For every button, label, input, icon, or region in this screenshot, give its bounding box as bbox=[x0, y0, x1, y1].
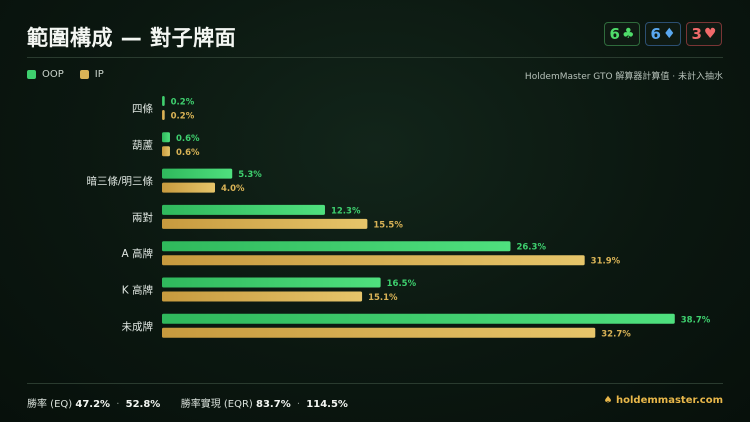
chart-legend: OOP IP bbox=[27, 69, 120, 80]
bar-ip bbox=[162, 110, 165, 120]
bar-ip bbox=[162, 182, 215, 193]
eqr-ip-value: 114.5% bbox=[306, 399, 348, 410]
category-label: 未成牌 bbox=[122, 320, 154, 333]
category-label: 葫蘆 bbox=[132, 138, 153, 151]
data-label-oop: 38.7% bbox=[681, 315, 711, 325]
bar-oop bbox=[162, 168, 233, 179]
card-rank: 6 bbox=[650, 25, 661, 43]
legend-item-oop: OOP bbox=[27, 69, 64, 80]
category-label: 暗三條/明三條 bbox=[86, 175, 153, 188]
club-icon: ♣ bbox=[621, 26, 635, 42]
category-label: 四條 bbox=[132, 102, 153, 115]
board-cards: 6 ♣ 6 ♦ 3 ♥ bbox=[604, 22, 722, 46]
eqr-oop-value: 83.7% bbox=[256, 399, 291, 410]
bar-oop bbox=[162, 313, 675, 324]
board-card-3: 3 ♥ bbox=[686, 22, 722, 46]
eq-label: 勝率 (EQ) bbox=[27, 399, 73, 410]
data-label-oop: 5.3% bbox=[238, 170, 262, 180]
category-label: 兩對 bbox=[132, 211, 153, 224]
data-label-oop: 16.5% bbox=[387, 279, 417, 289]
data-label-ip: 31.9% bbox=[591, 257, 621, 267]
page-title: 範圍構成 — 對子牌面 bbox=[27, 26, 237, 50]
board-card-1: 6 ♣ bbox=[604, 22, 640, 46]
category-label: K 高牌 bbox=[122, 284, 154, 297]
bar-ip bbox=[162, 218, 368, 229]
card-rank: 6 bbox=[609, 25, 620, 43]
legend-label-oop: OOP bbox=[42, 69, 64, 80]
footer-divider bbox=[27, 383, 723, 384]
data-label-ip: 32.7% bbox=[601, 329, 631, 339]
data-label-oop: 26.3% bbox=[516, 243, 546, 253]
data-label-oop: 0.2% bbox=[171, 98, 195, 108]
spade-icon: ♠ bbox=[603, 395, 613, 406]
eqr-label: 勝率實現 (EQR) bbox=[180, 399, 253, 410]
footer-stats: 勝率 (EQ) 47.2% · 52.8% 勝率實現 (EQR) 83.7% ·… bbox=[27, 395, 348, 410]
legend-item-ip: IP bbox=[79, 69, 104, 80]
eq-oop-value: 47.2% bbox=[75, 399, 111, 410]
bar-ip bbox=[162, 255, 585, 266]
legend-label-ip: IP bbox=[94, 69, 104, 80]
data-label-ip: 0.2% bbox=[171, 112, 195, 122]
data-label-ip: 15.5% bbox=[373, 220, 403, 230]
bar-oop bbox=[162, 96, 165, 106]
data-label-oop: 12.3% bbox=[331, 206, 361, 216]
eq-ip-value: 52.8% bbox=[125, 399, 161, 410]
bar-ip bbox=[162, 327, 596, 338]
legend-swatch-oop bbox=[27, 70, 36, 79]
category-label: A 高牌 bbox=[121, 247, 153, 260]
brand-label: holdemmaster.com bbox=[616, 395, 723, 406]
data-label-ip: 4.0% bbox=[221, 184, 245, 194]
diamond-icon: ♦ bbox=[662, 26, 676, 42]
card-rank: 3 bbox=[691, 25, 702, 43]
data-label-oop: 0.6% bbox=[176, 134, 200, 144]
eqr-separator: · bbox=[296, 399, 301, 410]
brand-link[interactable]: ♠ holdemmaster.com bbox=[604, 395, 723, 406]
bar-oop bbox=[162, 241, 511, 252]
bar-oop bbox=[162, 132, 170, 143]
heart-icon: ♥ bbox=[703, 26, 717, 42]
solver-note: HoldemMaster GTO 解算器計算值 · 未計入抽水 bbox=[524, 72, 723, 82]
bar-oop bbox=[162, 277, 381, 288]
header-divider bbox=[27, 57, 723, 58]
bar-ip bbox=[162, 146, 170, 157]
eq-separator: · bbox=[116, 399, 120, 410]
bar-oop bbox=[162, 204, 325, 215]
board-card-2: 6 ♦ bbox=[645, 22, 681, 46]
bar-ip bbox=[162, 291, 363, 302]
legend-swatch-ip bbox=[79, 70, 89, 79]
data-label-ip: 0.6% bbox=[176, 148, 200, 158]
data-label-ip: 15.1% bbox=[368, 293, 398, 303]
